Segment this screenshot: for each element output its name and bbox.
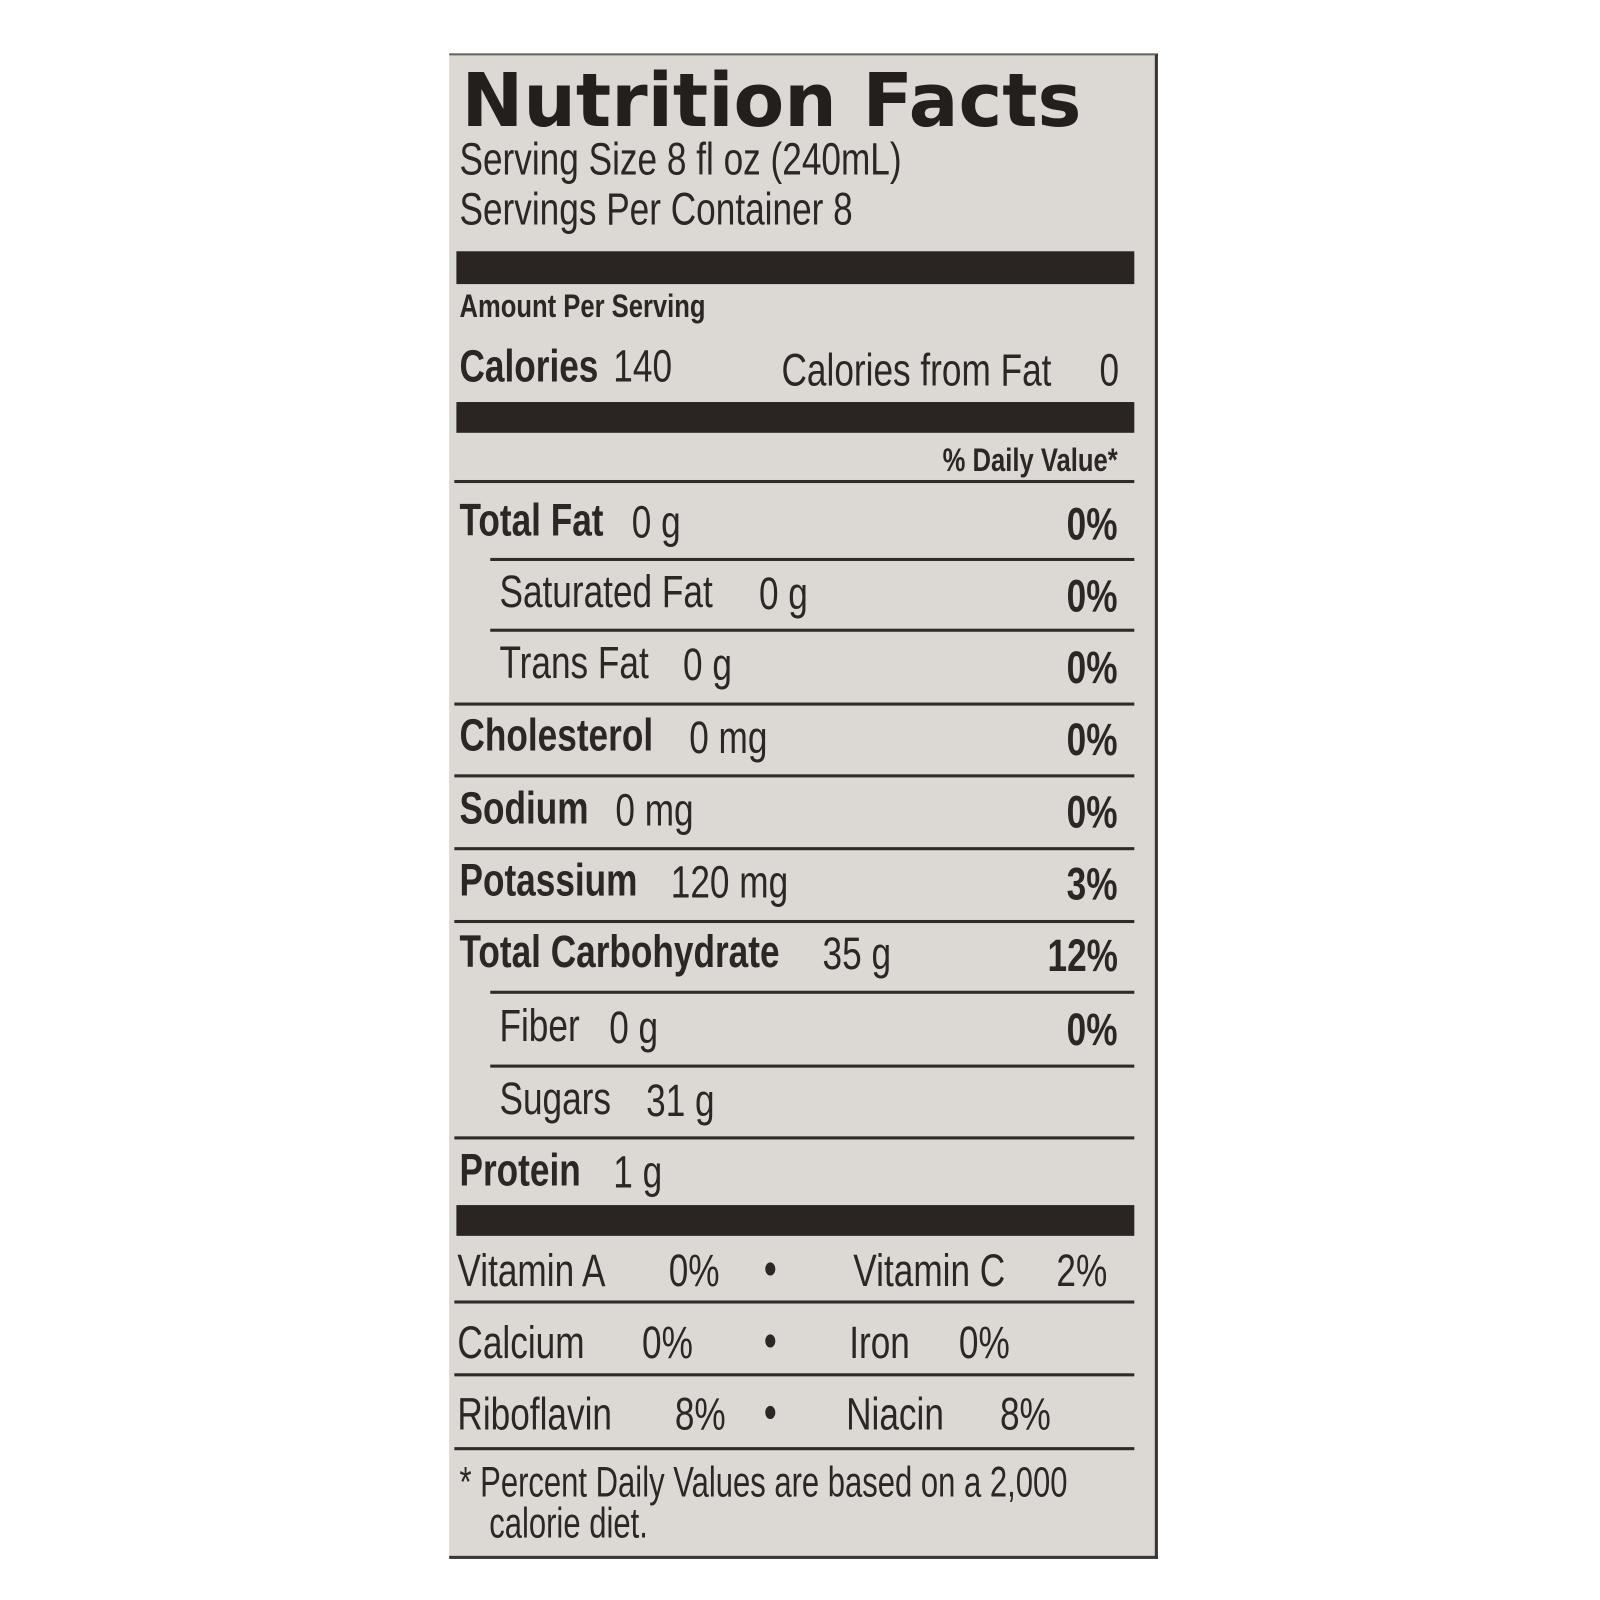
label-title: Nutrition Facts [461,57,1082,144]
nutrient-dv: 0% [1067,499,1118,550]
daily-value-header: % Daily Value* [942,441,1118,478]
bullet-icon: • [764,1244,777,1295]
nutrient-amount: 31 g [646,1075,715,1127]
nutrient-name: Total Carbohydrate [459,927,780,978]
nutrient-dv: 0% [1067,787,1118,838]
divider [490,1064,1135,1068]
divider [454,702,1135,706]
nutrient-amount: 35 g [822,929,892,980]
divider [454,774,1135,778]
nutrient-name: Fiber [499,1000,580,1052]
divider [454,1300,1135,1304]
divider [454,1136,1135,1140]
nutrient-name: Trans Fat [499,637,649,689]
servings-per-container: Servings Per Container 8 [459,184,853,235]
nutrient-name: Potassium [459,855,638,906]
nutrient-dv: 0% [1067,1005,1118,1056]
bullet-icon: • [764,1387,777,1438]
calories-label: Calories [459,341,599,392]
nutrient-name: Cholesterol [459,710,654,761]
nutrient-amount: 0 g [631,497,681,548]
vitamin-dv: 8% [674,1389,726,1440]
nutrient-amount: 0 mg [689,712,768,764]
vitamin-name: Riboflavin [457,1389,612,1440]
divider [454,847,1135,851]
vitamin-name: Iron [849,1317,910,1369]
divider [490,557,1135,562]
thick-divider [456,402,1135,433]
nutrient-amount: 0 mg [615,785,694,836]
nutrient-amount: 0 g [609,1003,659,1054]
nutrient-name: Sodium [459,783,589,834]
thick-divider [456,251,1135,285]
vitamin-dv: 0% [642,1317,693,1369]
divider [490,990,1135,994]
vitamin-dv: 0% [668,1246,720,1297]
calories-from-fat-label: Calories from Fat [781,345,1052,396]
divider [454,1447,1135,1451]
vitamin-name: Vitamin C [853,1246,1006,1297]
calories-value: 140 [613,341,673,392]
nutrient-dv: 0% [1067,714,1118,766]
calories-from-fat-value: 0 [1099,345,1120,396]
divider [454,479,1135,484]
nutrient-amount: 120 mg [670,857,789,908]
vitamin-dv: 0% [958,1317,1010,1369]
vitamin-name: Calcium [457,1317,585,1369]
serving-size: Serving Size 8 fl oz (240mL) [459,134,902,185]
nutrient-amount: 0 g [758,569,808,620]
divider [454,919,1135,924]
nutrient-dv: 0% [1067,571,1118,622]
footnote: calorie diet. [489,1498,648,1547]
nutrient-name: Sugars [499,1073,612,1125]
divider [490,628,1135,632]
nutrient-amount: 0 g [683,639,732,691]
nutrient-dv: 0% [1067,643,1118,694]
nutrient-name: Total Fat [459,495,604,546]
nutrient-dv: 3% [1067,859,1118,910]
vitamin-dv: 2% [1056,1246,1108,1297]
vitamin-name: Niacin [846,1389,944,1440]
thick-divider [456,1205,1135,1236]
divider [454,1373,1135,1377]
amount-per-serving: Amount Per Serving [459,287,706,325]
footnote: * Percent Daily Values are based on a 2,… [459,1457,1068,1506]
nutrition-label [449,53,1158,1559]
nutrient-dv: 12% [1047,931,1118,982]
nutrient-name: Protein [459,1145,581,1196]
vitamin-dv: 8% [999,1389,1051,1440]
nutrient-name: Saturated Fat [499,567,713,618]
nutrient-amount: 1 g [613,1147,663,1198]
bullet-icon: • [764,1315,777,1367]
vitamin-name: Vitamin A [457,1246,606,1297]
